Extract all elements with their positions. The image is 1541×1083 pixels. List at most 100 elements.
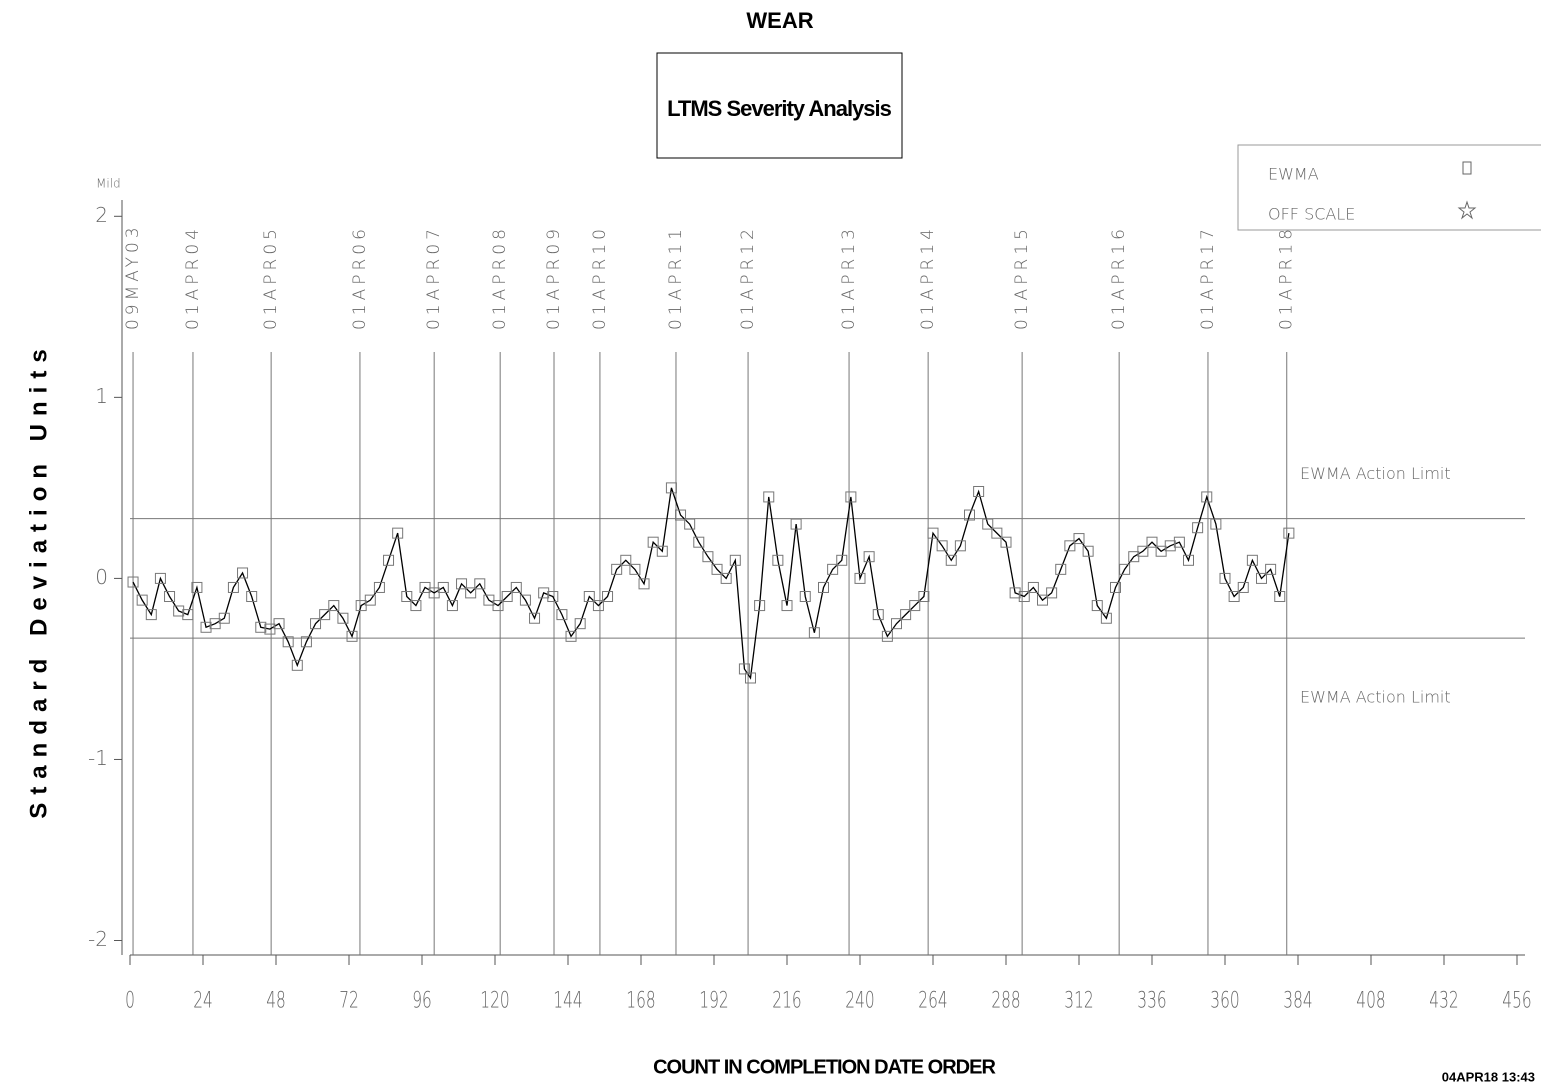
x-tick-label: 456 xyxy=(1502,988,1531,1013)
point-marker xyxy=(729,554,741,566)
point-marker xyxy=(565,630,577,642)
point-marker xyxy=(891,618,902,630)
point-marker xyxy=(319,609,331,621)
point-marker xyxy=(401,591,413,603)
x-tick-label: 312 xyxy=(1064,988,1093,1013)
x-tick-label: 288 xyxy=(991,988,1020,1013)
point-marker xyxy=(1237,581,1249,593)
date-label: 09MAY03 xyxy=(123,223,143,330)
point-marker xyxy=(282,636,294,648)
point-marker xyxy=(364,594,376,606)
point-marker xyxy=(337,612,349,624)
point-marker xyxy=(1110,581,1121,593)
point-marker xyxy=(1228,591,1240,603)
point-marker xyxy=(273,618,285,630)
point-marker xyxy=(863,551,875,563)
chart-title: WEAR xyxy=(746,8,813,33)
point-marker xyxy=(538,587,550,599)
point-marker xyxy=(510,581,522,593)
point-marker xyxy=(1146,536,1158,548)
point-marker xyxy=(790,518,802,530)
point-marker xyxy=(154,572,166,584)
point-marker xyxy=(191,581,203,593)
action-limit-label: EWMA Action Limit xyxy=(1300,464,1451,483)
point-marker xyxy=(1210,518,1222,530)
point-marker xyxy=(745,672,756,684)
point-marker xyxy=(918,591,930,603)
point-marker xyxy=(1046,587,1058,599)
point-marker xyxy=(602,591,614,603)
point-marker xyxy=(1192,522,1204,534)
point-marker xyxy=(547,591,559,603)
legend-label: OFF SCALE xyxy=(1268,205,1355,224)
point-marker xyxy=(1037,594,1048,606)
point-marker xyxy=(1055,563,1067,575)
point-marker xyxy=(702,551,714,563)
point-marker xyxy=(474,578,486,590)
point-marker xyxy=(173,605,185,617)
x-tick-label: 96 xyxy=(412,988,432,1013)
point-marker xyxy=(854,572,866,584)
point-marker xyxy=(237,567,249,579)
x-tick-label: 192 xyxy=(699,988,728,1013)
y-tick-label: 1 xyxy=(95,384,108,408)
x-tick-label: 240 xyxy=(845,988,874,1013)
date-label: 01APR14 xyxy=(918,225,938,330)
point-marker xyxy=(556,609,568,621)
point-marker xyxy=(693,536,705,548)
legend-symbol xyxy=(1462,161,1472,175)
point-marker xyxy=(754,600,766,612)
point-marker xyxy=(437,581,449,593)
point-marker xyxy=(964,509,975,521)
y-tick-label: -1 xyxy=(88,746,108,770)
point-marker xyxy=(665,482,677,494)
x-tick-label: 360 xyxy=(1210,988,1239,1013)
point-marker xyxy=(799,591,811,603)
x-tick-label: 168 xyxy=(626,988,655,1013)
point-marker xyxy=(927,527,939,539)
point-marker xyxy=(1018,591,1030,603)
point-marker xyxy=(1173,536,1185,548)
point-marker xyxy=(227,581,239,593)
point-marker xyxy=(574,618,586,630)
date-label: 01APR11 xyxy=(666,225,686,330)
subtitle-box xyxy=(656,52,903,159)
point-marker xyxy=(872,609,884,621)
point-marker xyxy=(982,518,994,530)
series-line xyxy=(132,487,1290,680)
point-marker xyxy=(936,540,948,552)
point-marker xyxy=(218,612,230,624)
point-marker xyxy=(1246,554,1258,566)
x-tick-label: 384 xyxy=(1283,988,1312,1013)
point-marker xyxy=(164,591,176,603)
point-marker xyxy=(446,600,458,612)
action-limit-label: EWMA Action Limit xyxy=(1300,688,1451,707)
date-label: 01APR05 xyxy=(261,225,281,330)
y-tick-label: -2 xyxy=(88,927,108,951)
date-label: 01APR07 xyxy=(424,225,444,330)
x-tick-label: 144 xyxy=(553,988,582,1013)
point-marker xyxy=(973,485,985,497)
point-marker xyxy=(720,572,732,584)
point-marker xyxy=(310,618,322,630)
point-marker xyxy=(772,554,784,566)
point-marker xyxy=(1256,572,1267,584)
point-marker xyxy=(738,663,750,675)
date-label: 01APR04 xyxy=(183,225,203,330)
point-marker xyxy=(328,600,340,612)
legend-symbol xyxy=(1457,200,1477,220)
point-marker xyxy=(945,554,957,566)
point-marker xyxy=(182,609,194,621)
point-marker xyxy=(611,563,623,575)
point-marker xyxy=(346,630,358,642)
x-tick-label: 48 xyxy=(266,988,286,1013)
point-marker xyxy=(1100,612,1112,624)
point-marker xyxy=(818,581,829,593)
point-marker xyxy=(1274,591,1286,603)
point-marker xyxy=(620,554,632,566)
x-axis-label: COUNT IN COMPLETION DATE ORDER xyxy=(653,1056,996,1078)
date-label: 01APR15 xyxy=(1012,225,1032,330)
point-marker xyxy=(656,545,668,557)
x-tick-label: 408 xyxy=(1356,988,1385,1013)
point-marker xyxy=(827,563,839,575)
